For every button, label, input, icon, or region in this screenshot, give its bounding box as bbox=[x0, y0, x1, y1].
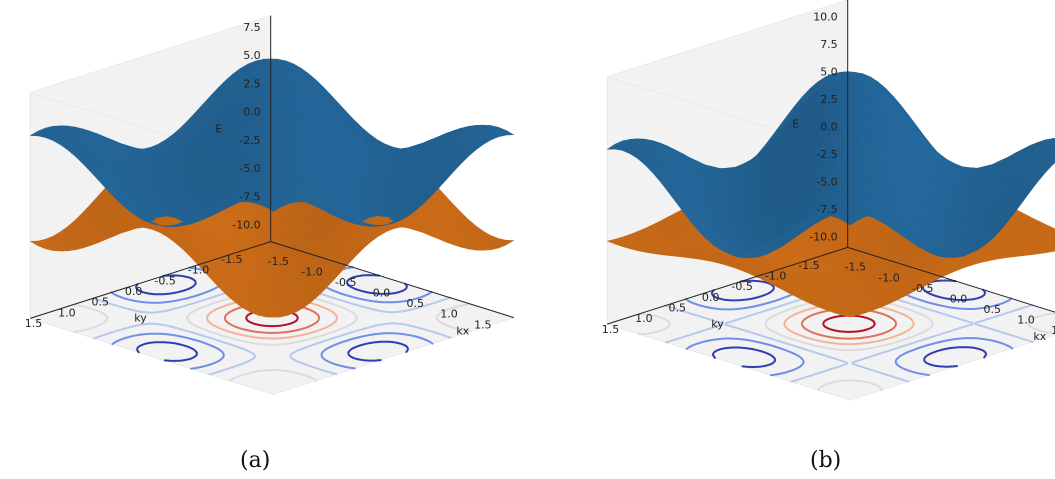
band-surfaces bbox=[29, 58, 515, 318]
kx-tick-label: -0.5 bbox=[912, 282, 933, 295]
ky-tick-label: -1.0 bbox=[188, 264, 209, 277]
e-tick-label: -7.5 bbox=[239, 190, 260, 203]
panel-caption-a: (a) bbox=[240, 448, 271, 473]
e-tick-label: 7.5 bbox=[243, 21, 261, 34]
kx-tick-label: 0.5 bbox=[407, 297, 425, 310]
lower-band-patch bbox=[842, 313, 858, 318]
kx-tick-label: -1.5 bbox=[267, 255, 288, 268]
ky-tick-label: -0.5 bbox=[731, 280, 752, 293]
kx-tick-label: 0.5 bbox=[984, 303, 1002, 316]
ky-axis-label: ky bbox=[134, 312, 147, 325]
kx-tick-label: 1.0 bbox=[440, 308, 458, 321]
ky-tick-label: -1.0 bbox=[765, 269, 786, 282]
e-tick-label: 10.0 bbox=[813, 10, 838, 23]
ky-tick-label: 1.0 bbox=[635, 312, 653, 325]
ky-tick-label: 0.0 bbox=[125, 285, 143, 298]
kx-tick-label: -0.5 bbox=[335, 276, 356, 289]
ky-axis-label: ky bbox=[711, 317, 724, 330]
ky-axis-line bbox=[30, 241, 271, 319]
e-tick-label: 2.5 bbox=[243, 77, 261, 90]
e-tick-label: 0.0 bbox=[243, 106, 261, 119]
e-tick-label: 5.0 bbox=[243, 49, 261, 62]
upper-band-patch bbox=[265, 202, 282, 212]
ky-tick-label: 0.0 bbox=[702, 291, 720, 304]
e-tick-label: -10.0 bbox=[232, 219, 260, 232]
e-tick-label: -2.5 bbox=[816, 148, 837, 161]
panel-caption-b: (b) bbox=[810, 448, 842, 473]
kx-tick-label: 1.5 bbox=[474, 318, 492, 331]
ky-tick-label: 1.5 bbox=[602, 323, 620, 336]
e-tick-label: -7.5 bbox=[816, 203, 837, 216]
e-tick-label: 2.5 bbox=[820, 93, 838, 106]
kx-axis-label: kx bbox=[1033, 330, 1046, 343]
contour-line bbox=[801, 307, 897, 340]
e-tick-label: -5.0 bbox=[239, 162, 260, 175]
kx-axis-label: kx bbox=[456, 324, 469, 337]
surface-plot-a: -1.5 -1.0 -0.5 0.0 0.5 1.0 1.5 1.5 1.0 0.5 0.0 -0.5… bbox=[25, 15, 515, 395]
kx-tick-label: 0.0 bbox=[950, 292, 968, 305]
ky-tick-label: -1.5 bbox=[798, 259, 819, 272]
kx-tick-label: 1.0 bbox=[1017, 313, 1035, 326]
kx-axis-line bbox=[270, 241, 514, 319]
ky-tick-label: 0.5 bbox=[669, 301, 687, 314]
ky-axis-line bbox=[607, 246, 848, 325]
ky-tick-label: 1.5 bbox=[25, 317, 43, 330]
e-tick-label: -10.0 bbox=[809, 230, 837, 243]
kx-tick-label: -1.5 bbox=[844, 261, 865, 274]
panel-b: -1.5 -1.0 -0.5 0.0 0.5 1.0 1.5 1.5 1.0 0.5 0.0 -0.5… bbox=[527, 0, 1055, 479]
panel-a: -1.5 -1.0 -0.5 0.0 0.5 1.0 1.5 1.5 1.0 0.5 0.0 -0.5… bbox=[0, 0, 527, 479]
kx-tick-label: 0.0 bbox=[373, 287, 391, 300]
kx-tick-label: -1.0 bbox=[878, 271, 899, 284]
e-tick-label: -2.5 bbox=[239, 134, 260, 147]
ky-tick-label: 1.0 bbox=[58, 306, 76, 319]
contour-line bbox=[822, 314, 876, 333]
upper-band-patch bbox=[842, 214, 859, 226]
e-tick-label: -5.0 bbox=[816, 175, 837, 188]
kx-axis-line bbox=[847, 246, 1055, 313]
lower-band-patch bbox=[265, 316, 281, 318]
contour-line bbox=[135, 274, 409, 362]
e-tick-label: 5.0 bbox=[820, 65, 838, 78]
e-tick-label: 0.0 bbox=[820, 120, 838, 133]
e-axis-label: E bbox=[792, 118, 799, 131]
surface-plot-b: -1.5 -1.0 -0.5 0.0 0.5 1.0 1.5 1.5 1.0 0.5 0.0 -0.5… bbox=[602, 0, 1055, 401]
kx-tick-label: 1.5 bbox=[1051, 324, 1055, 337]
ky-tick-label: -0.5 bbox=[154, 274, 175, 287]
kx-tick-label: -1.0 bbox=[301, 266, 322, 279]
e-axis-label: E bbox=[215, 123, 222, 136]
ky-tick-label: 0.5 bbox=[92, 296, 110, 309]
band-surfaces bbox=[606, 71, 1055, 318]
ky-tick-label: -1.5 bbox=[221, 253, 242, 266]
e-tick-label: 7.5 bbox=[820, 38, 838, 51]
